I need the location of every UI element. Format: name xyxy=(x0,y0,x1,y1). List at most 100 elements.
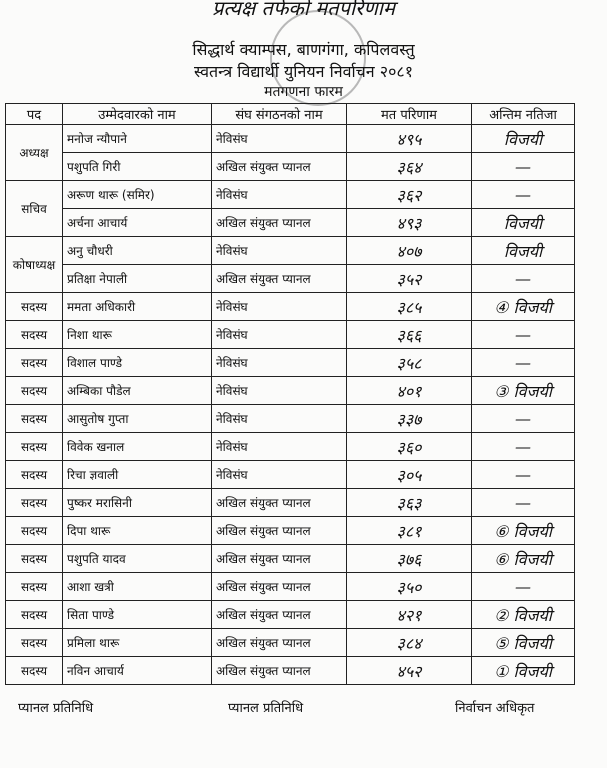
votes: ४०७ xyxy=(346,236,472,265)
table-row: सदस्य आशा खत्री अखिल संयुक्त प्यानल ३५०— xyxy=(5,572,575,601)
candidate-name: आसुतोष गुप्ता xyxy=(62,404,212,433)
table-row: कोषाध्यक्ष अनु चौधरी नेविसंघ ४०७ विजयी xyxy=(5,236,575,293)
votes: ३८५ xyxy=(346,292,472,321)
post: सदस्य xyxy=(5,376,63,405)
post: सदस्य xyxy=(5,656,63,685)
header-line: स्वतन्त्र विद्यार्थी युनियन निर्वाचन २०८… xyxy=(193,62,414,81)
table-row: सदस्य पुष्कर मरासिनी अखिल संयुक्त प्यानल ३६… xyxy=(5,488,575,517)
votes: ३८१ xyxy=(346,516,472,545)
result: विजयी xyxy=(471,124,575,153)
signature-label: निर्वाचन अधिकृत xyxy=(455,701,535,716)
post: सदस्य xyxy=(5,600,63,629)
candidate-name: अनु चौधरी xyxy=(62,236,212,265)
organization: अखिल संयुक्त प्यानल xyxy=(211,208,347,237)
candidate-name: अर्चना आचार्य xyxy=(62,208,212,237)
signature-label: प्यानल प्रतिनिधि xyxy=(228,701,304,716)
votes: ४२१ xyxy=(346,600,472,629)
table-row: सदस्य विशाल पाण्डे नेविसंघ ३५८— xyxy=(5,348,575,377)
organization: अखिल संयुक्त प्यानल xyxy=(211,516,347,545)
table-row: सदस्य विवेक खनाल नेविसंघ ३६०— xyxy=(5,432,575,461)
table-row: सचिव अरूण थारू (समिर) नेविसंघ ३६२— xyxy=(5,180,575,237)
organization: नेविसंघ xyxy=(211,348,347,377)
votes: ३७६ xyxy=(346,544,472,573)
table-row: प्रतिक्षा नेपाली अखिल संयुक्त प्यानल ३५२— xyxy=(6,264,575,293)
post: सदस्य xyxy=(5,320,63,349)
result: ② विजयी xyxy=(471,600,575,629)
votes: ३८४ xyxy=(346,628,472,657)
results-table: पद उम्मेदवारको नाम संघ संगठनको नाम मत परिणा… xyxy=(5,103,575,685)
votes: ३६० xyxy=(346,432,472,461)
table-row: सदस्य दिपा थारू अखिल संयुक्त प्यानल ३८१ ⑥ वि… xyxy=(5,516,575,545)
candidate-name: निशा थारू xyxy=(62,320,212,349)
organization: नेविसंघ xyxy=(211,432,347,461)
votes: ४५२ xyxy=(346,656,472,685)
organization: नेविसंघ xyxy=(211,460,347,489)
organization: अखिल संयुक्त प्यानल xyxy=(211,544,347,573)
candidate-name: अम्बिका पौडेल xyxy=(62,376,212,405)
organization: नेविसंघ xyxy=(211,292,347,321)
organization: अखिल संयुक्त प्यानल xyxy=(211,656,347,685)
organization: अखिल संयुक्त प्यानल xyxy=(211,488,347,517)
header-line: सिद्धार्थ क्याम्पस, बाणगंगा, कपिलवस्तु xyxy=(192,40,415,59)
table-row: अध्यक्ष मनोज न्यौपाने नेविसंघ ४९५ विजयी xyxy=(5,124,575,181)
result: विजयी xyxy=(471,236,575,265)
result: विजयी xyxy=(471,208,575,237)
result: ④ विजयी xyxy=(471,292,575,321)
votes: ३६६ xyxy=(346,320,472,349)
post: सदस्य xyxy=(5,488,63,517)
organization: नेविसंघ xyxy=(211,236,347,265)
result: — xyxy=(471,404,575,433)
votes: ३६३ xyxy=(346,488,472,517)
organization: नेविसंघ xyxy=(211,124,347,153)
result: — xyxy=(471,320,575,349)
candidate-name: प्रतिक्षा नेपाली xyxy=(62,264,212,293)
post: सदस्य xyxy=(5,348,63,377)
post: सचिव xyxy=(5,180,63,237)
post: सदस्य xyxy=(5,432,63,461)
candidate-name: अरूण थारू (समिर) xyxy=(62,180,212,209)
result: — xyxy=(471,152,575,181)
table-row: सदस्य नविन आचार्य अखिल संयुक्त प्यानल ४५२ ① … xyxy=(5,656,575,685)
table-row: सदस्य पशुपति यादव अखिल संयुक्त प्यानल ३७६ ⑥ … xyxy=(5,544,575,573)
candidate-name: नविन आचार्य xyxy=(62,656,212,685)
post: कोषाध्यक्ष xyxy=(5,236,63,293)
votes: ३५० xyxy=(346,572,472,601)
organization: अखिल संयुक्त प्यानल xyxy=(211,572,347,601)
organization: नेविसंघ xyxy=(211,320,347,349)
votes: ३५२ xyxy=(346,264,472,293)
table-row: सदस्य सिता पाण्डे अखिल संयुक्त प्यानल ४२१ ② … xyxy=(5,600,575,629)
result: ⑥ विजयी xyxy=(471,544,575,573)
candidate-name: पुष्कर मरासिनी xyxy=(62,488,212,517)
organization: नेविसंघ xyxy=(211,376,347,405)
table-row: सदस्य रिचा ज्ञवाली नेविसंघ ३०५— xyxy=(5,460,575,489)
post: सदस्य xyxy=(5,628,63,657)
candidate-name: विवेक खनाल xyxy=(62,432,212,461)
organization: अखिल संयुक्त प्यानल xyxy=(211,600,347,629)
candidate-name: रिचा ज्ञवाली xyxy=(62,460,212,489)
column-header: अन्तिम नतिजा xyxy=(471,103,575,125)
votes: ३६४ xyxy=(346,152,472,181)
candidate-name: ममता अधिकारी xyxy=(62,292,212,321)
column-header: पद xyxy=(5,103,63,125)
table-row: सदस्य अम्बिका पौडेल नेविसंघ ४०१ ③ विजयी xyxy=(5,376,575,405)
organization: नेविसंघ xyxy=(211,180,347,209)
result: ③ विजयी xyxy=(471,376,575,405)
column-header: संघ संगठनको नाम xyxy=(211,103,347,125)
column-header: मत परिणाम xyxy=(346,103,472,125)
organization: अखिल संयुक्त प्यानल xyxy=(211,152,347,181)
result: — xyxy=(471,348,575,377)
post: सदस्य xyxy=(5,572,63,601)
result: — xyxy=(471,572,575,601)
candidate-name: पशुपति गिरी xyxy=(62,152,212,181)
handwritten-title: प्रत्यक्ष तर्फको मतपरिणाम xyxy=(212,0,395,20)
candidate-name: दिपा थारू xyxy=(62,516,212,545)
candidate-name: आशा खत्री xyxy=(62,572,212,601)
candidate-name: सिता पाण्डे xyxy=(62,600,212,629)
table-row: पशुपति गिरी अखिल संयुक्त प्यानल ३६४— xyxy=(6,152,575,181)
result: — xyxy=(471,488,575,517)
votes: ३५८ xyxy=(346,348,472,377)
result: — xyxy=(471,460,575,489)
votes: ३६२ xyxy=(346,180,472,209)
organization: नेविसंघ xyxy=(211,404,347,433)
table-row: सदस्य आसुतोष गुप्ता नेविसंघ ३३७— xyxy=(5,404,575,433)
